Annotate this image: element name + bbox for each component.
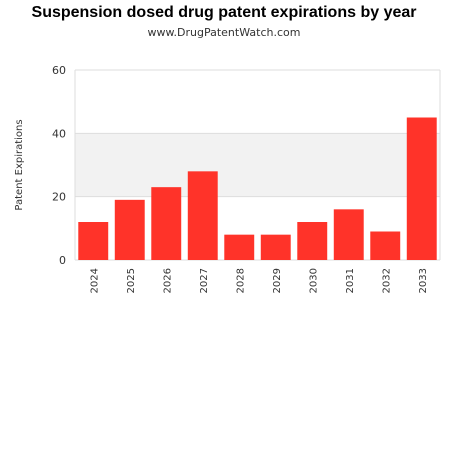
x-tick-label: 2031: [345, 268, 356, 293]
bar-2028: [224, 234, 255, 260]
bar-2029: [260, 234, 291, 260]
bar-2030: [297, 222, 328, 260]
bar-2025: [114, 199, 145, 260]
bar-2033: [406, 117, 437, 260]
y-tick-label: 20: [52, 191, 66, 204]
x-tick-label: 2027: [199, 268, 210, 293]
bar-2024: [78, 222, 109, 260]
x-tick-label: 2028: [235, 268, 246, 293]
x-tick-label: 2025: [126, 268, 137, 293]
bar-2026: [151, 187, 182, 260]
bar-2031: [333, 209, 364, 260]
x-tick-label: 2024: [89, 268, 100, 293]
x-tick-label: 2029: [272, 268, 283, 293]
x-tick-label: 2033: [418, 268, 429, 293]
y-axis-title: Patent Expirations: [14, 119, 25, 210]
x-tick-label: 2026: [162, 268, 173, 293]
x-tick-label: 2032: [381, 268, 392, 293]
y-tick-label: 0: [59, 254, 66, 267]
plot-area: 0 20 40 60 2024 2025 2026 2027 2028 2029 2030 2031 2…: [52, 64, 441, 293]
y-tick-label: 60: [52, 64, 66, 77]
x-tick-label: 2030: [308, 268, 319, 293]
chart-title: Suspension dosed drug patent expirations…: [32, 4, 417, 21]
y-tick-label: 40: [52, 127, 66, 140]
bar-2032: [370, 231, 401, 260]
bar-2027: [187, 171, 218, 260]
grid-band: [75, 133, 440, 197]
chart-subtitle: www.DrugPatentWatch.com: [148, 26, 301, 39]
